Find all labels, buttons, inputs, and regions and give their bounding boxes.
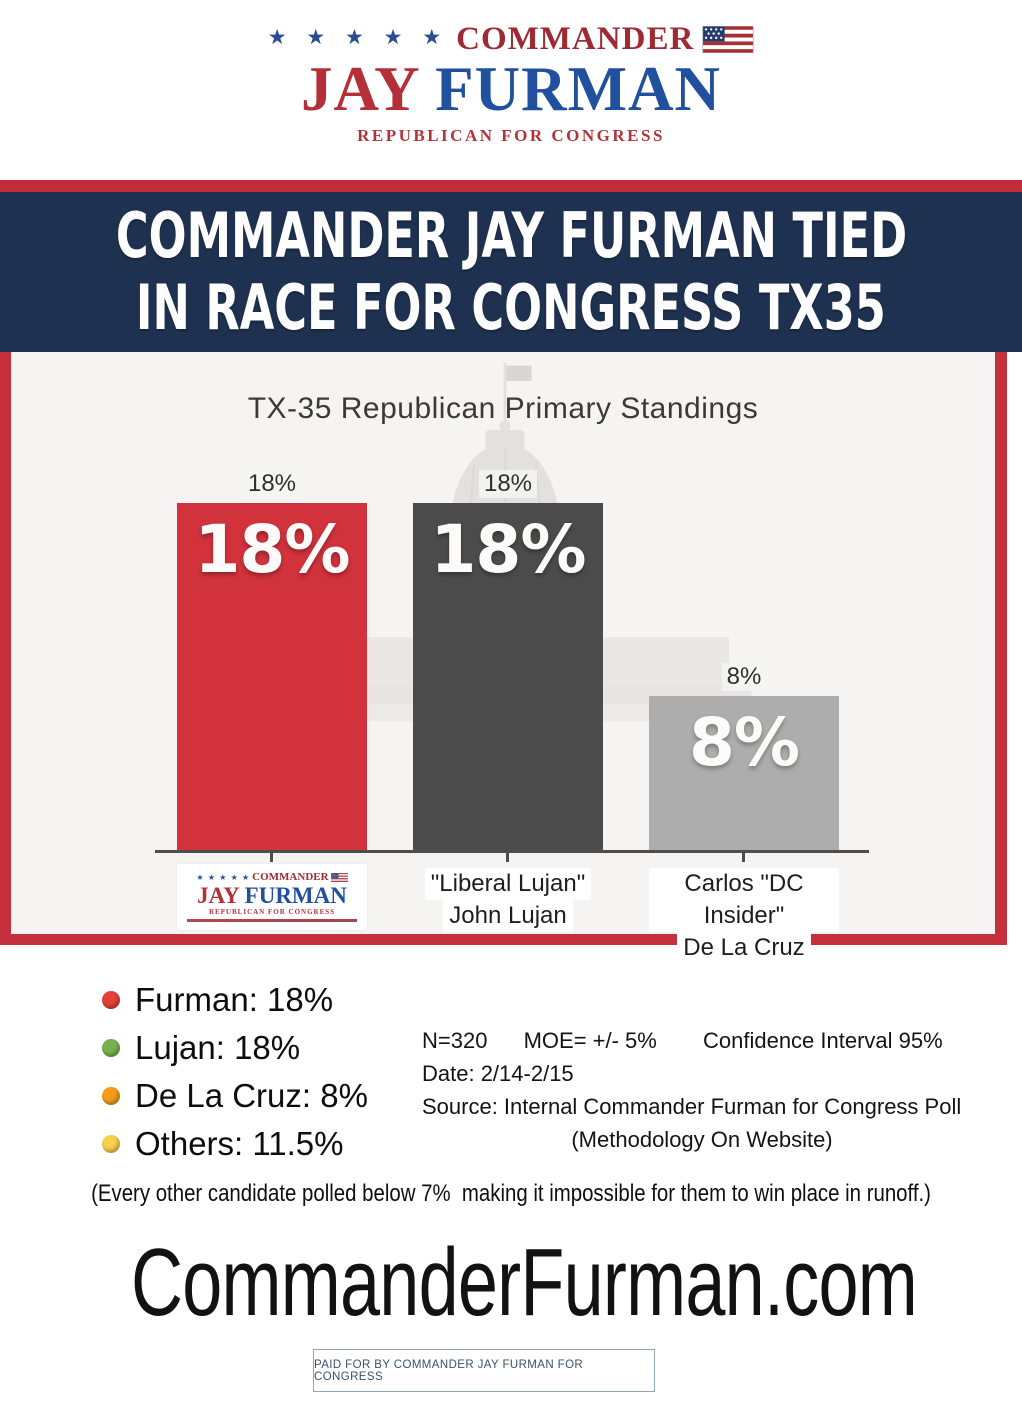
confidence-interval: Confidence Interval 95% (702, 1028, 943, 1053)
bar-value-label: 18% (430, 511, 587, 588)
category-label-line: Carlos "DC Insider" (649, 868, 839, 932)
mini-logo-last-name: FURMAN (244, 883, 347, 908)
legend-label: Others: 11.5% (135, 1125, 344, 1162)
mini-logo-commander-text: COMMANDER (252, 871, 329, 883)
x-axis-line (155, 850, 869, 853)
axis-tick (742, 853, 745, 862)
legend-dot-red (102, 991, 120, 1009)
bar-chart-plot: 18% 18% 18% 18% 8% 8% (11, 352, 995, 964)
chart-title: TX-35 Republican Primary Standings (247, 392, 759, 425)
bar-top-label: 8% (721, 663, 767, 691)
headline-banner: COMMANDER JAY FURMAN TIED IN RACE FOR CO… (0, 192, 1022, 352)
bar-value-label: 18% (194, 511, 351, 588)
legend-dot-yellow (102, 1135, 120, 1153)
mini-logo-first-name: JAY (197, 883, 239, 908)
us-flag-icon (702, 25, 755, 53)
legend-label: Furman: 18% (135, 981, 334, 1018)
poll-stats: N=320 MOE= +/- 5% Confidence Interval 95… (422, 1024, 982, 1156)
stars-icon: ★ ★ ★ ★ ★ (196, 872, 251, 882)
bar-furman: 18% (177, 503, 367, 850)
candidate-first-name: JAY (300, 54, 419, 124)
candidate-name: JAY FURMAN (0, 58, 1022, 121)
bar-delacruz: 8% (649, 696, 839, 850)
methodology-note: (Methodology On Website) (571, 1127, 833, 1152)
paid-for-disclaimer-box: PAID FOR BY COMMANDER JAY FURMAN FOR CON… (313, 1349, 655, 1392)
runoff-note: (Every other candidate polled below 7% m… (91, 1180, 931, 1207)
us-flag-icon (330, 873, 348, 882)
paid-for-disclaimer: PAID FOR BY COMMANDER JAY FURMAN FOR CON… (314, 1358, 584, 1383)
poll-date: Date: 2/14-2/15 (422, 1061, 574, 1086)
bar-top-label: 18% (478, 470, 538, 498)
bar-value-label: 8% (688, 704, 800, 781)
red-accent-strip (0, 180, 1022, 192)
category-label-delacruz: Carlos "DC Insider" De La Cruz (649, 868, 839, 964)
legend-item-furman: Furman: 18% (102, 976, 368, 1024)
stats-line-1: N=320 MOE= +/- 5% Confidence Interval 95… (422, 1024, 982, 1057)
axis-tick (506, 853, 509, 862)
category-label-line: John Lujan (443, 900, 573, 932)
legend-dot-green (102, 1039, 120, 1057)
headline-line-2: IN RACE FOR CONGRESS TX35 (136, 271, 886, 344)
headline-line-1: COMMANDER JAY FURMAN TIED (115, 199, 907, 272)
axis-tick (270, 853, 273, 862)
campaign-logo: ★ ★ ★ ★ ★ COMMANDER JAY FURMAN REPUBLICA… (0, 22, 1022, 144)
bar-top-label: 18% (242, 470, 302, 498)
legend-dot-orange (102, 1087, 120, 1105)
bar-column-lujan: 18% 18% (413, 352, 603, 850)
poll-chart-panel: TX-35 Republican Primary Standings (0, 352, 1007, 964)
legend-label: Lujan: 18% (135, 1029, 301, 1066)
mini-logo-tagline: REPUBLICAN FOR CONGRESS (208, 908, 336, 916)
sample-size: N=320 (422, 1028, 488, 1053)
legend-item-lujan: Lujan: 18% (102, 1024, 368, 1072)
campaign-website-url: CommanderFurman.com (130, 1229, 918, 1336)
candidate-last-name: FURMAN (435, 54, 722, 124)
stars-icon: ★ ★ ★ ★ ★ (267, 25, 449, 49)
bar-column-delacruz: 8% 8% (649, 352, 839, 850)
poll-source: Source: Internal Commander Furman for Co… (422, 1094, 962, 1119)
bar-lujan: 18% (413, 503, 603, 850)
logo-top-row: ★ ★ ★ ★ ★ COMMANDER (0, 22, 1022, 56)
category-label-furman-logo: ★ ★ ★ ★ ★ COMMANDER JAY FURMAN REPUBLICA… (177, 864, 367, 930)
category-label-line: "Liberal Lujan" (424, 868, 592, 900)
legend-item-delacruz: De La Cruz: 8% (102, 1072, 368, 1120)
category-label-line: De La Cruz (677, 932, 811, 964)
legend-label: De La Cruz: 8% (135, 1077, 368, 1114)
logo-tagline: REPUBLICAN FOR CONGRESS (357, 126, 665, 145)
poll-legend: Furman: 18% Lujan: 18% De La Cruz: 8% Ot… (102, 976, 368, 1168)
logo-commander-text: COMMANDER (456, 20, 695, 57)
bar-column-furman: 18% 18% (177, 352, 367, 850)
category-label-lujan: "Liberal Lujan" John Lujan (413, 868, 603, 932)
mini-logo-rule (187, 919, 357, 922)
legend-item-others: Others: 11.5% (102, 1120, 368, 1168)
margin-of-error: MOE= +/- 5% (523, 1028, 657, 1053)
